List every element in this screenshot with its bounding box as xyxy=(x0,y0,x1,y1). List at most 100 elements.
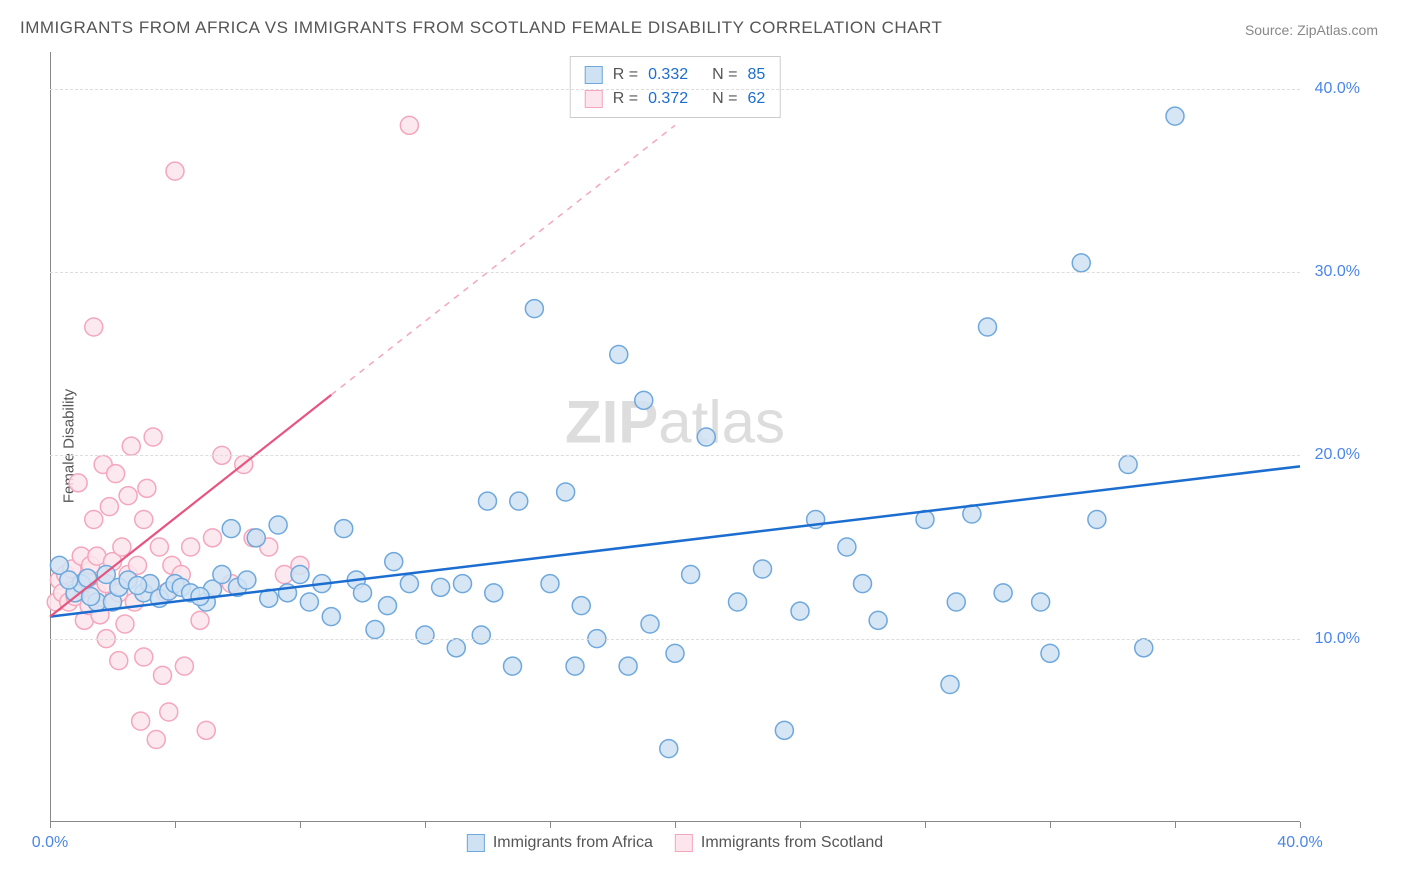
legend-label: Immigrants from Scotland xyxy=(701,834,883,852)
data-point xyxy=(335,520,353,538)
legend-swatch xyxy=(467,834,485,852)
data-point xyxy=(154,666,172,684)
data-point xyxy=(197,721,215,739)
legend-swatch xyxy=(585,66,603,84)
gridline xyxy=(50,89,1300,90)
data-point xyxy=(191,588,209,606)
x-tick-mark xyxy=(1050,822,1051,828)
data-point xyxy=(510,492,528,510)
data-point xyxy=(432,578,450,596)
data-point xyxy=(947,593,965,611)
data-point xyxy=(791,602,809,620)
data-point xyxy=(322,608,340,626)
n-value: 85 xyxy=(747,63,765,87)
x-tick-mark xyxy=(550,822,551,828)
data-point xyxy=(754,560,772,578)
x-axis-max-label: 40.0% xyxy=(1277,834,1322,852)
gridline xyxy=(50,455,1300,456)
x-tick-mark xyxy=(50,822,51,828)
data-point xyxy=(941,676,959,694)
data-point xyxy=(1088,511,1106,529)
data-point xyxy=(472,626,490,644)
data-point xyxy=(119,487,137,505)
data-point xyxy=(619,657,637,675)
data-point xyxy=(641,615,659,633)
data-point xyxy=(204,529,222,547)
x-tick-mark xyxy=(1175,822,1176,828)
scatter-plot-svg xyxy=(50,52,1300,822)
chart-title: IMMIGRANTS FROM AFRICA VS IMMIGRANTS FRO… xyxy=(20,18,942,38)
data-point xyxy=(1072,254,1090,272)
r-label: R = xyxy=(613,63,638,87)
data-point xyxy=(1119,456,1137,474)
data-point xyxy=(191,611,209,629)
x-axis-min-label: 0.0% xyxy=(32,834,68,852)
data-point xyxy=(166,162,184,180)
data-point xyxy=(144,428,162,446)
data-point xyxy=(300,593,318,611)
data-point xyxy=(222,520,240,538)
r-value: 0.372 xyxy=(648,87,688,111)
chart-source: Source: ZipAtlas.com xyxy=(1245,22,1378,38)
n-label: N = xyxy=(712,63,737,87)
x-tick-mark xyxy=(925,822,926,828)
data-point xyxy=(269,516,287,534)
n-label: N = xyxy=(712,87,737,111)
data-point xyxy=(150,538,168,556)
x-tick-mark xyxy=(1300,822,1301,828)
data-point xyxy=(1041,644,1059,662)
data-point xyxy=(416,626,434,644)
series-legend: Immigrants from Africa Immigrants from Sc… xyxy=(467,834,883,852)
data-point xyxy=(85,318,103,336)
x-tick-mark xyxy=(675,822,676,828)
data-point xyxy=(485,584,503,602)
data-point xyxy=(238,571,256,589)
y-tick-label: 40.0% xyxy=(1305,80,1360,98)
data-point xyxy=(994,584,1012,602)
data-point xyxy=(135,511,153,529)
data-point xyxy=(525,300,543,318)
legend-swatch xyxy=(675,834,693,852)
data-point xyxy=(1166,107,1184,125)
data-point xyxy=(682,566,700,584)
chart-area: ZIPatlas R = 0.332N = 85R = 0.372N = 62 … xyxy=(50,52,1300,822)
y-tick-label: 10.0% xyxy=(1305,630,1360,648)
legend-swatch xyxy=(585,90,603,108)
correlation-row: R = 0.332 N = 85 xyxy=(585,63,766,87)
data-point xyxy=(660,740,678,758)
data-point xyxy=(354,584,372,602)
data-point xyxy=(385,553,403,571)
r-value: 0.332 xyxy=(648,63,688,87)
data-point xyxy=(132,712,150,730)
data-point xyxy=(1135,639,1153,657)
data-point xyxy=(160,703,178,721)
trend-line xyxy=(50,466,1300,616)
data-point xyxy=(147,731,165,749)
data-point xyxy=(79,569,97,587)
data-point xyxy=(366,621,384,639)
data-point xyxy=(400,575,418,593)
data-point xyxy=(447,639,465,657)
data-point xyxy=(379,597,397,615)
data-point xyxy=(838,538,856,556)
gridline xyxy=(50,639,1300,640)
correlation-row: R = 0.372N = 62 xyxy=(585,87,766,111)
data-point xyxy=(129,577,147,595)
y-tick-label: 20.0% xyxy=(1305,446,1360,464)
x-tick-mark xyxy=(175,822,176,828)
data-point xyxy=(869,611,887,629)
data-point xyxy=(100,498,118,516)
data-point xyxy=(557,483,575,501)
data-point xyxy=(107,465,125,483)
legend-item: Immigrants from Africa xyxy=(467,834,653,852)
data-point xyxy=(291,566,309,584)
x-tick-mark xyxy=(425,822,426,828)
data-point xyxy=(729,593,747,611)
data-point xyxy=(697,428,715,446)
data-point xyxy=(138,479,156,497)
data-point xyxy=(1032,593,1050,611)
data-point xyxy=(666,644,684,662)
data-point xyxy=(60,571,78,589)
data-point xyxy=(247,529,265,547)
legend-item: Immigrants from Scotland xyxy=(675,834,883,852)
